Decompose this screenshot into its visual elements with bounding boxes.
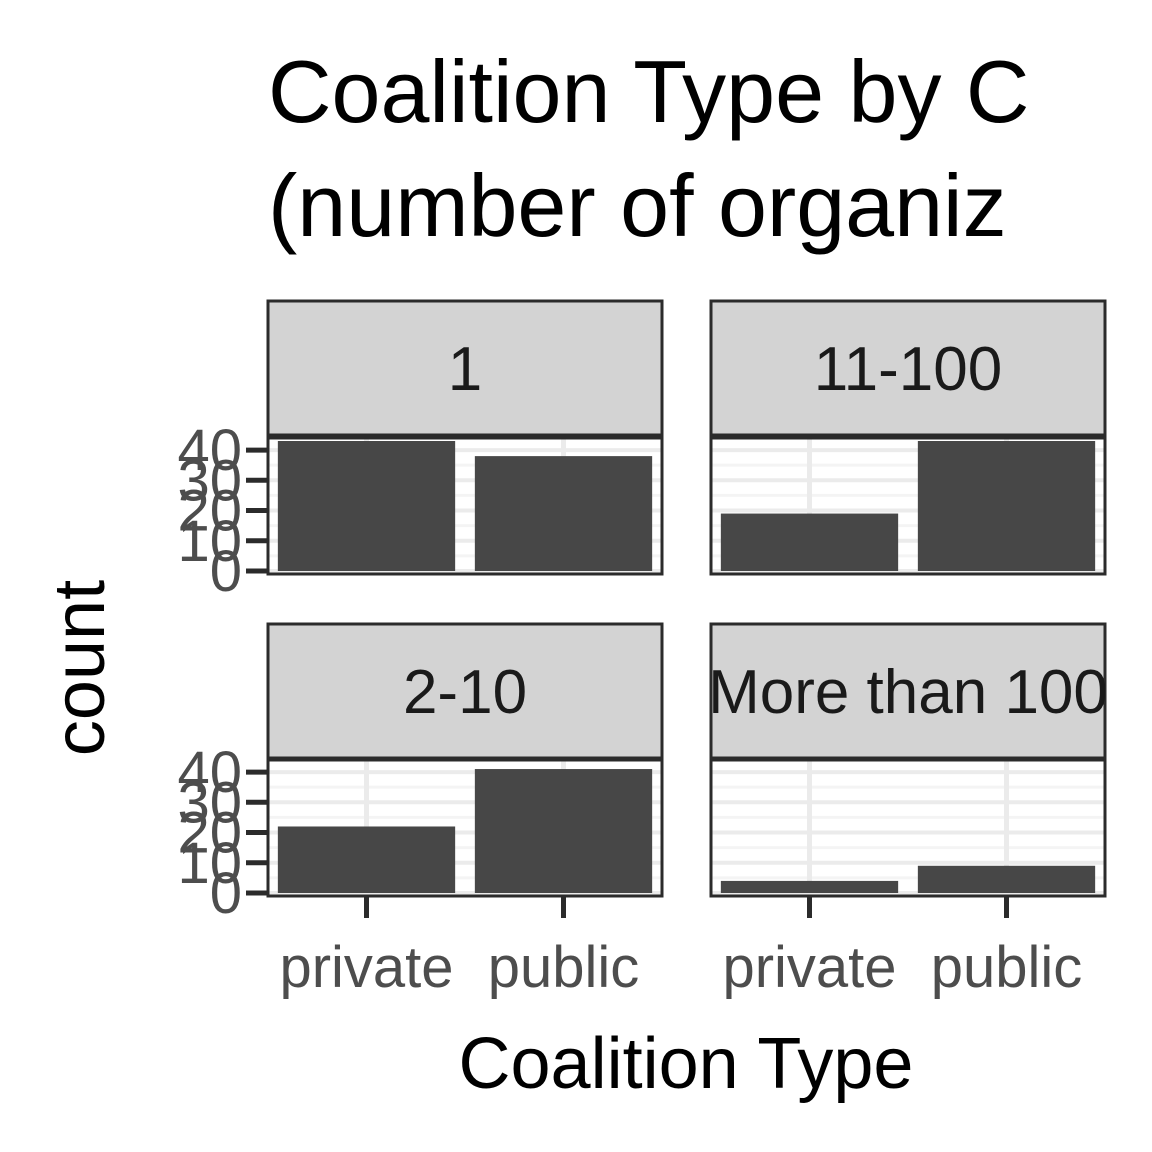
facet-strip-label: 2-10 [403,658,527,727]
x-tick-label: public [931,935,1083,1000]
x-axis-title: Coalition Type [459,1024,914,1104]
y-tick-label: 20 [177,479,242,544]
chart-subtitle: (number of organiz [268,156,1007,255]
facet-strip [709,622,1107,760]
chart-title: Coalition Type by C [268,42,1029,141]
bar-public [917,865,1096,893]
bar-public [917,441,1096,571]
facet-strip-label: More than 100 [708,658,1108,727]
y-tick-label: 0 [210,861,242,926]
y-tick-label: 40 [177,418,242,483]
bar-private [277,441,456,571]
y-tick-label: 10 [177,509,242,574]
facet-strip [266,622,664,760]
bar-private [277,826,456,893]
bar-private [720,513,899,571]
panel-frame [266,436,664,576]
y-tick-label: 10 [177,831,242,896]
facet-strip-label: 11-100 [814,335,1002,404]
y-tick-label: 30 [177,770,242,835]
facet-strip [709,299,1107,437]
x-tick-label: private [722,935,896,1000]
bar-private [720,880,899,893]
bar-public [474,456,653,571]
facet-panel-4: More than 100 private public [708,622,1108,1000]
y-tick-label: 0 [210,539,242,604]
y-tick-label: 40 [177,740,242,805]
panel-frame [709,436,1107,576]
y-tick-label: 20 [177,801,242,866]
x-tick-label: public [488,935,640,1000]
facet-panel-2: 11-100 [709,299,1107,576]
y-tick-label: 30 [177,448,242,513]
facet-strip [266,299,664,437]
panel-frame [266,758,664,898]
y-axis-title: count [40,580,120,756]
facet-strip-label: 1 [448,335,482,404]
bar-public [474,769,653,893]
x-tick-label: private [279,935,453,1000]
panel-frame [709,758,1107,898]
